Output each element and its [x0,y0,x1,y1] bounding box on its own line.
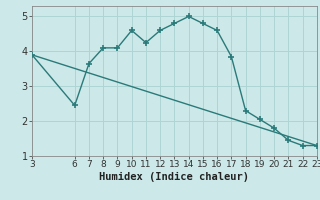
X-axis label: Humidex (Indice chaleur): Humidex (Indice chaleur) [100,172,249,182]
